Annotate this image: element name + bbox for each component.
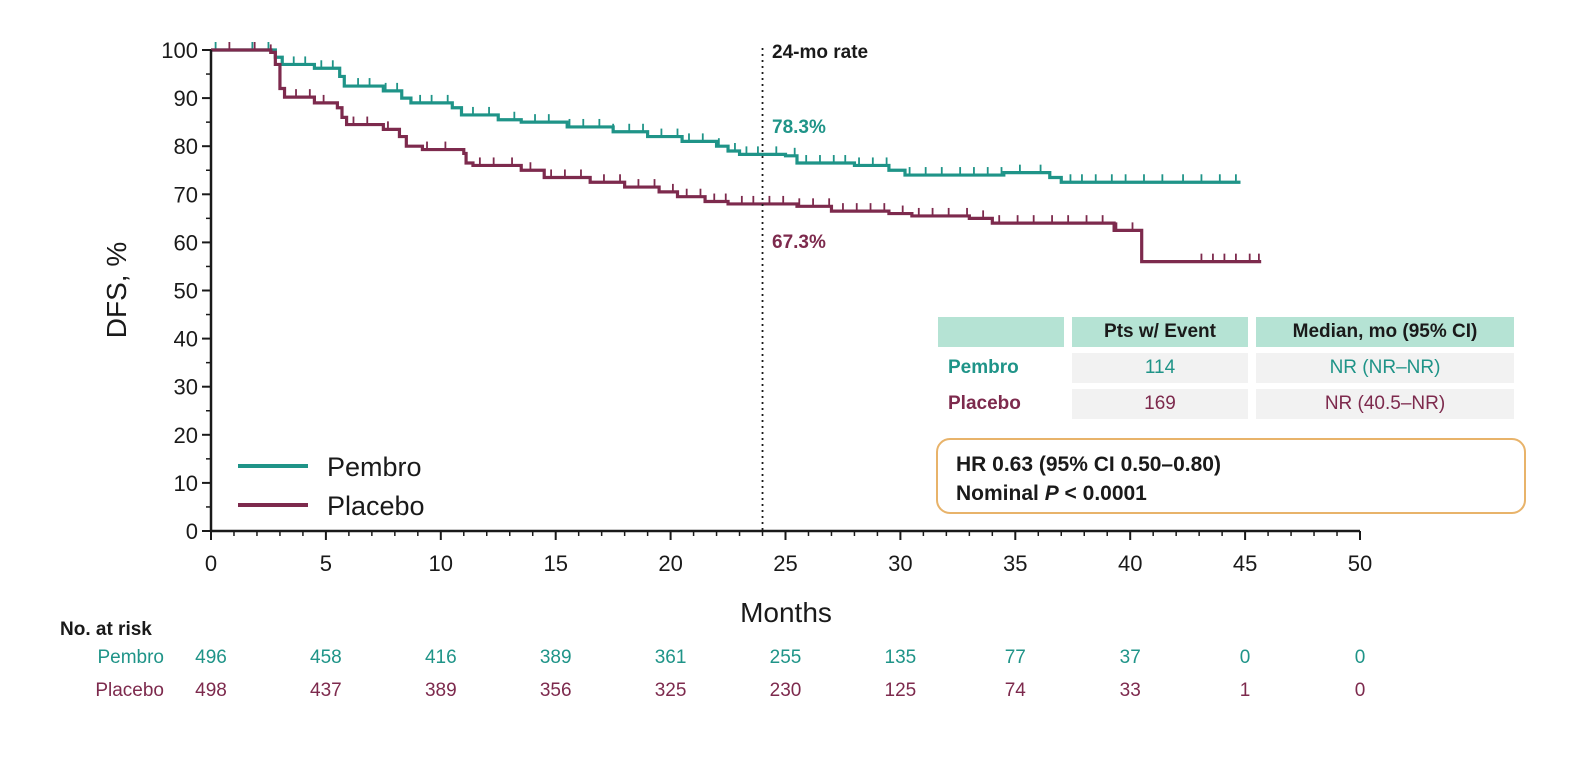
y-tick-label: 30 [174,375,198,400]
axes [202,48,1361,540]
p-value-text: Nominal P < 0.0001 [956,479,1524,508]
x-tick-label: 10 [429,551,453,576]
hazard-ratio-box: HR 0.63 (95% CI 0.50–0.80) Nominal P < 0… [936,438,1526,514]
tick-labels: 0 5 10 15 20 25 30 35 40 45 50 0 10 20 30 40 50 60 70 80 90 1… [161,38,1372,576]
legend-label-pembro: Pembro [327,452,422,482]
y-tick-label: 90 [174,86,198,111]
legend: Pembro Placebo [238,452,425,521]
risk-value-pembro: 135 [885,647,917,668]
summary-row-label: Pembro [948,357,1019,378]
x-tick-label: 15 [543,551,567,576]
risk-value-pembro: 0 [1240,647,1251,668]
x-tick-label: 20 [658,551,682,576]
risk-value-placebo: 33 [1120,680,1141,701]
risk-table-title: No. at risk [60,619,152,640]
y-tick-label: 20 [174,423,198,448]
placebo-24mo-rate: 67.3% [772,232,826,253]
risk-value-placebo: 74 [1005,680,1027,701]
p-value-prefix: Nominal [956,482,1045,505]
risk-value-pembro: 37 [1120,647,1141,668]
summary-header-events: Pts w/ Event [1072,317,1248,347]
x-tick-label: 25 [773,551,797,576]
summary-events: 169 [1072,389,1248,419]
risk-value-placebo: 325 [655,680,687,701]
y-tick-label: 10 [174,471,198,496]
risk-value-placebo: 356 [540,680,572,701]
risk-value-pembro: 389 [540,647,572,668]
summary-median: NR (NR–NR) [1256,353,1514,383]
x-tick-label: 45 [1233,551,1257,576]
risk-value-pembro: 77 [1005,647,1026,668]
summary-row-label: Placebo [948,393,1021,414]
summary-row-placebo: Placebo 169 NR (40.5–NR) [938,389,1514,419]
x-tick-label: 40 [1118,551,1142,576]
y-tick-label: 50 [174,279,198,304]
y-axis-title: DFS, % [101,242,132,338]
risk-value-placebo: 389 [425,680,457,701]
survival-curves [211,42,1262,264]
y-tick-label: 40 [174,327,198,352]
y-tick-label: 70 [174,182,198,207]
y-tick-label: 60 [174,230,198,255]
x-axis-title: Months [740,597,832,628]
hazard-ratio-text: HR 0.63 (95% CI 0.50–0.80) [956,453,1221,476]
series-line-placebo [211,48,1262,264]
risk-value-pembro: 255 [770,647,802,668]
risk-table: No. at risk Pembro Placebo 496 458 416 389 3… [60,619,1365,701]
risk-value-placebo: 437 [310,680,342,701]
pembro-24mo-rate: 78.3% [772,117,826,138]
risk-value-placebo: 498 [195,680,227,701]
summary-table: Pts w/ Event Median, mo (95% CI) Pembro … [930,311,1522,425]
summary-header-row: Pts w/ Event Median, mo (95% CI) [938,317,1514,347]
risk-row-label-pembro: Pembro [97,647,164,668]
x-tick-label: 50 [1348,551,1372,576]
x-tick-label: 0 [205,551,217,576]
risk-value-placebo: 125 [885,680,917,701]
summary-median: NR (40.5–NR) [1256,389,1514,419]
risk-value-placebo: 230 [770,680,802,701]
x-tick-label: 5 [320,551,332,576]
y-tick-label: 80 [174,134,198,159]
x-tick-label: 35 [1003,551,1027,576]
risk-values: 496 458 416 389 361 255 135 77 37 0 0 498 437 389 356 3… [195,647,1365,701]
risk-value-placebo: 0 [1355,680,1366,701]
risk-value-pembro: 416 [425,647,457,668]
summary-events: 114 [1072,353,1248,383]
summary-row-pembro: Pembro 114 NR (NR–NR) [938,353,1514,383]
x-tick-label: 30 [888,551,912,576]
reference-line-label: 24-mo rate [772,42,868,63]
risk-value-pembro: 0 [1355,647,1366,668]
summary-header-median: Median, mo (95% CI) [1256,317,1514,347]
risk-row-label-placebo: Placebo [95,680,164,701]
risk-value-pembro: 361 [655,647,687,668]
p-value-symbol: P [1044,482,1059,505]
y-tick-label: 0 [186,519,198,544]
p-value-suffix: < 0.0001 [1058,482,1147,505]
y-tick-label: 100 [161,38,198,63]
legend-label-placebo: Placebo [327,491,425,521]
risk-value-pembro: 496 [195,647,227,668]
summary-header-blank [938,317,1064,347]
risk-value-placebo: 1 [1240,680,1251,701]
risk-value-pembro: 458 [310,647,342,668]
series-line-pembro [211,48,1241,184]
